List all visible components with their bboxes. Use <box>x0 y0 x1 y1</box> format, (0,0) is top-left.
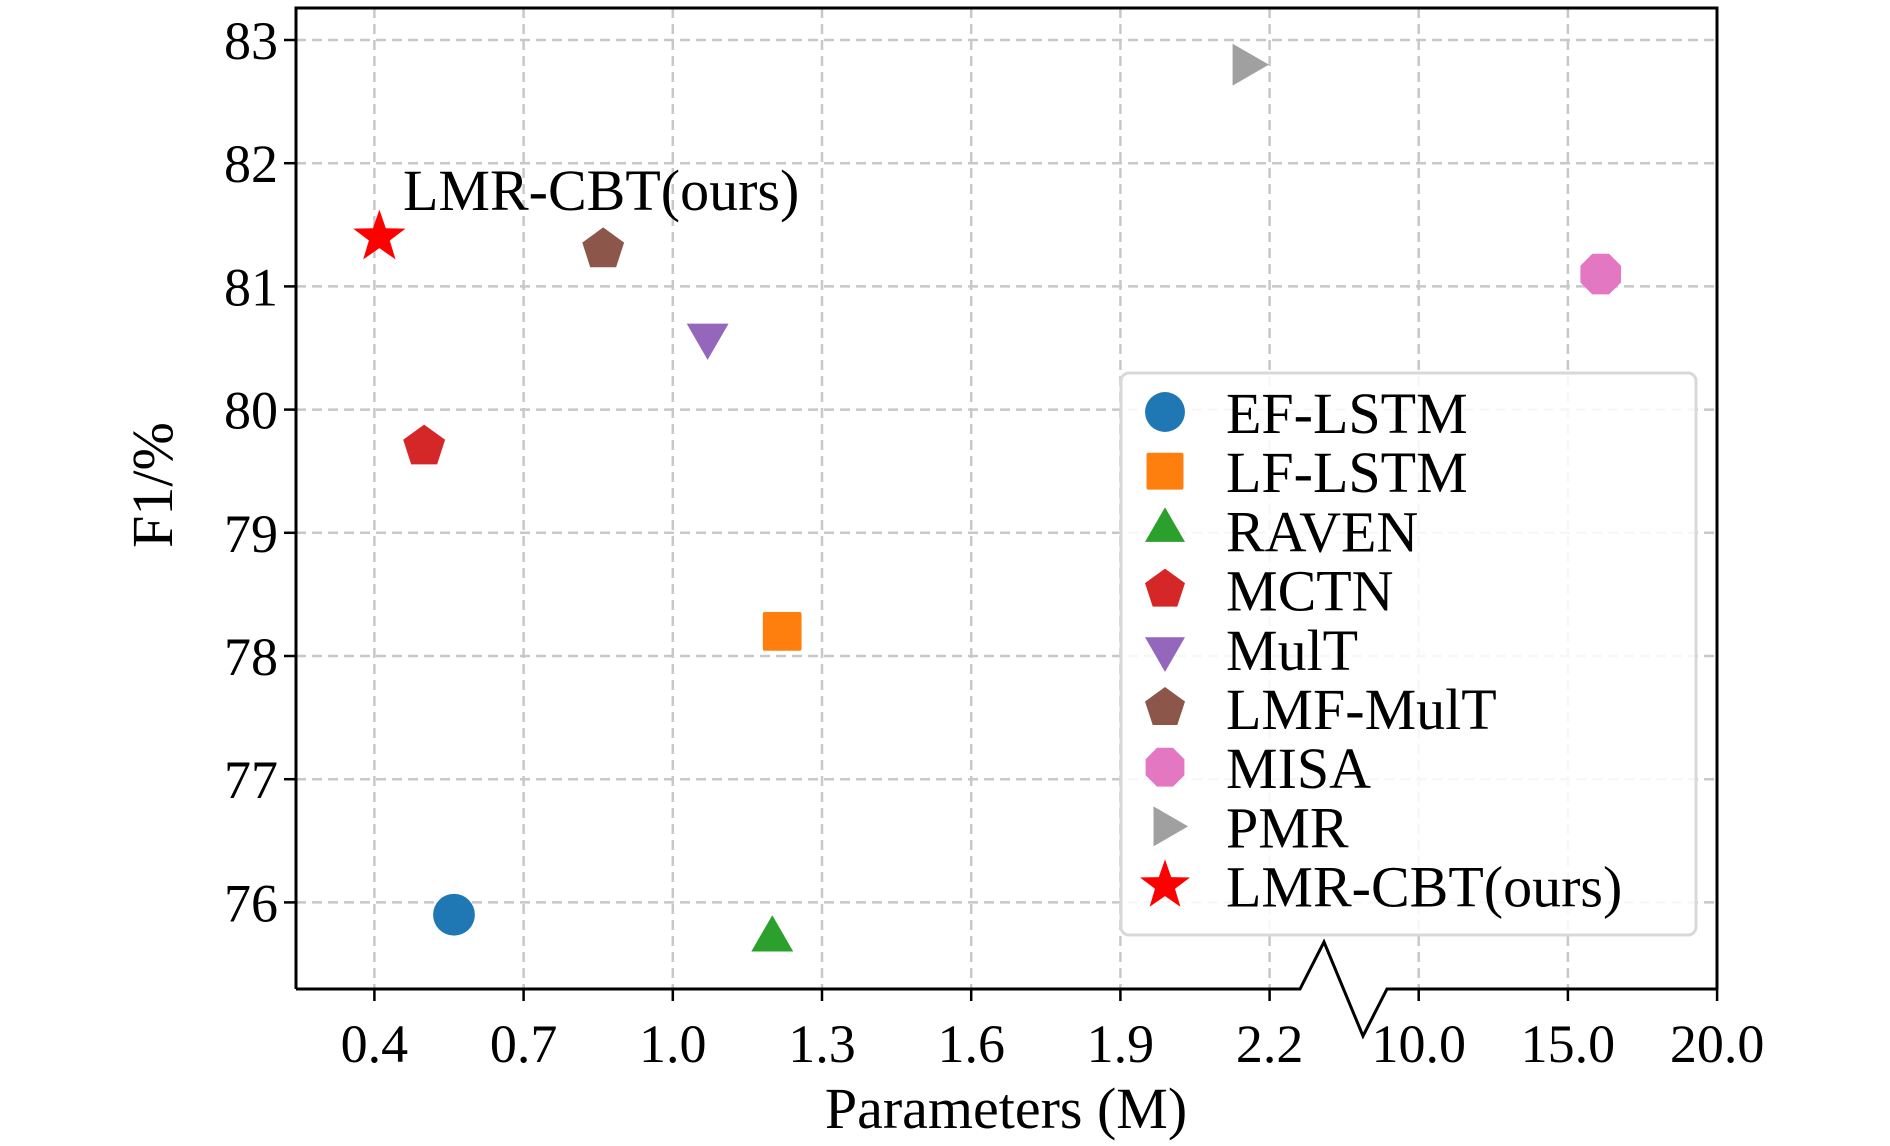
legend-label: LMF-MulT <box>1226 677 1497 742</box>
data-point-misa <box>1580 253 1621 295</box>
x-tick-label: 10.0 <box>1371 1014 1466 1074</box>
y-tick-label: 83 <box>224 11 278 71</box>
x-tick-label: 1.6 <box>937 1014 1005 1074</box>
annotation-label: LMR-CBT(ours) <box>403 158 799 223</box>
x-tick-label: 1.9 <box>1087 1014 1155 1074</box>
legend-item: PMR <box>1153 795 1349 860</box>
legend-label: RAVEN <box>1226 499 1418 564</box>
legend-item: LMF-MulT <box>1145 677 1497 742</box>
data-points <box>353 43 1621 952</box>
legend-item: LMR-CBT(ours) <box>1140 855 1622 920</box>
data-point-lmr-cbt-ours <box>353 209 406 260</box>
y-tick-label: 80 <box>224 381 278 441</box>
x-tick-label: 0.4 <box>341 1014 409 1074</box>
legend-marker-pentagon-icon <box>1145 568 1185 607</box>
legend-item: EF-LSTM <box>1145 381 1468 446</box>
x-tick-label: 20.0 <box>1670 1014 1765 1074</box>
x-axis-label: Parameters (M) <box>825 1076 1187 1141</box>
legend-label: LF-LSTM <box>1226 440 1468 505</box>
y-axis-label: F1/% <box>120 422 185 548</box>
y-tick-label: 77 <box>224 750 278 810</box>
legend-marker-octagon-icon <box>1145 747 1185 787</box>
y-tick-label: 82 <box>224 134 278 194</box>
data-point-lf-lstm <box>762 612 802 651</box>
legend-marker-square-icon <box>1146 452 1184 490</box>
legend-marker-circle-icon <box>1145 392 1185 432</box>
legend-marker-star-icon <box>1140 859 1190 907</box>
y-tick-label: 78 <box>224 627 278 687</box>
x-tick-label: 2.2 <box>1236 1014 1304 1074</box>
x-tick-label: 0.7 <box>490 1014 558 1074</box>
data-point-ef-lstm <box>433 893 475 936</box>
legend-marker-triangle-right-icon <box>1153 806 1189 847</box>
legend-item: MulT <box>1145 618 1358 683</box>
data-point-mult <box>686 323 729 360</box>
legend-item: RAVEN <box>1145 499 1418 564</box>
data-point-raven <box>751 915 794 952</box>
legend-label: LMR-CBT(ours) <box>1226 855 1622 920</box>
data-point-pmr <box>1232 43 1269 86</box>
data-point-mctn <box>403 424 446 465</box>
legend-marker-triangle-down-icon <box>1145 637 1185 672</box>
legend-item: MISA <box>1145 736 1371 801</box>
legend-marker-triangle-up-icon <box>1145 507 1185 542</box>
axis-frame <box>294 6 1719 989</box>
x-tick-label: 1.0 <box>639 1014 707 1074</box>
legend-box <box>1119 371 1698 937</box>
legend-marker-pentagon-icon <box>1145 687 1185 725</box>
x-tick-label: 1.3 <box>788 1014 856 1074</box>
y-tick-label: 79 <box>224 504 278 564</box>
data-point-lmf-mult <box>582 227 625 268</box>
y-tick-label: 81 <box>224 257 278 317</box>
x-tick-label: 15.0 <box>1521 1014 1616 1074</box>
legend-label: MCTN <box>1226 559 1394 624</box>
legend-label: PMR <box>1226 795 1349 860</box>
y-tick-label: 76 <box>224 873 278 933</box>
legend-label: MISA <box>1226 736 1371 801</box>
axis-break-marker <box>296 938 1717 1040</box>
legend: EF-LSTMLF-LSTMRAVENMCTNMulTLMF-MulTMISAP… <box>1119 371 1698 937</box>
legend-label: MulT <box>1226 618 1358 683</box>
legend-item: LF-LSTM <box>1146 440 1468 505</box>
legend-label: EF-LSTM <box>1226 381 1468 446</box>
axes: 76 77 78 79 80 81 82 83 0.4 0.7 1.0 1.3 1.6 1.9 2.2 10.… <box>224 6 1765 1074</box>
legend-item: MCTN <box>1145 559 1394 624</box>
